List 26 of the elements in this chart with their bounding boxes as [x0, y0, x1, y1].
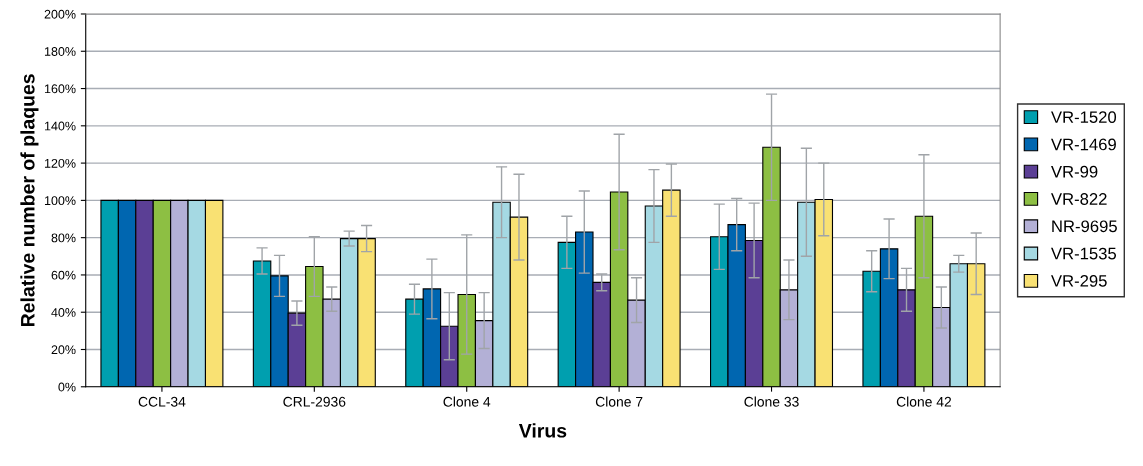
- y-axis-title: Relative number of plaques: [20, 74, 39, 327]
- x-axis-title: Virus: [518, 423, 567, 438]
- y-tick-label: 120%: [44, 158, 76, 168]
- y-tick-label: 60%: [51, 270, 76, 280]
- x-tick-label: CCL-34: [138, 396, 186, 407]
- y-tick-label: 0%: [58, 382, 76, 392]
- x-tick-label: Clone 4: [443, 396, 491, 407]
- y-tick-label: 180%: [44, 47, 76, 56]
- legend-label: VR-99: [1051, 165, 1098, 178]
- y-tick-label: 40%: [51, 308, 76, 317]
- legend-label: VR-1535: [1051, 247, 1117, 260]
- y-tick-label: 200%: [44, 9, 76, 19]
- legend-label: NR-9695: [1052, 220, 1117, 233]
- y-tick-label: 140%: [44, 121, 76, 131]
- y-tick-label: 80%: [51, 233, 76, 243]
- y-tick-label: 20%: [51, 345, 76, 355]
- y-tick-label: 100%: [44, 196, 76, 206]
- x-tick-label: Clone 33: [744, 396, 799, 407]
- legend-label: VR-1520: [1051, 111, 1117, 124]
- legend-label: VR-1469: [1051, 138, 1116, 151]
- y-tick-label: 160%: [44, 84, 76, 94]
- x-tick-label: CRL-2936: [283, 396, 346, 407]
- legend-label: VR-822: [1051, 193, 1107, 205]
- x-tick-label: Clone 7: [595, 396, 643, 407]
- x-tick-label: Clone 42: [896, 396, 952, 407]
- legend-label: VR-295: [1051, 274, 1107, 287]
